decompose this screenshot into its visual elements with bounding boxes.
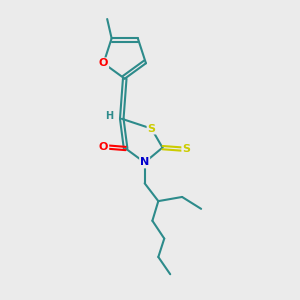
Text: O: O (99, 142, 108, 152)
Text: O: O (99, 58, 108, 68)
Text: S: S (182, 144, 190, 154)
Text: N: N (140, 158, 149, 167)
Text: S: S (148, 124, 155, 134)
Text: H: H (105, 111, 113, 122)
